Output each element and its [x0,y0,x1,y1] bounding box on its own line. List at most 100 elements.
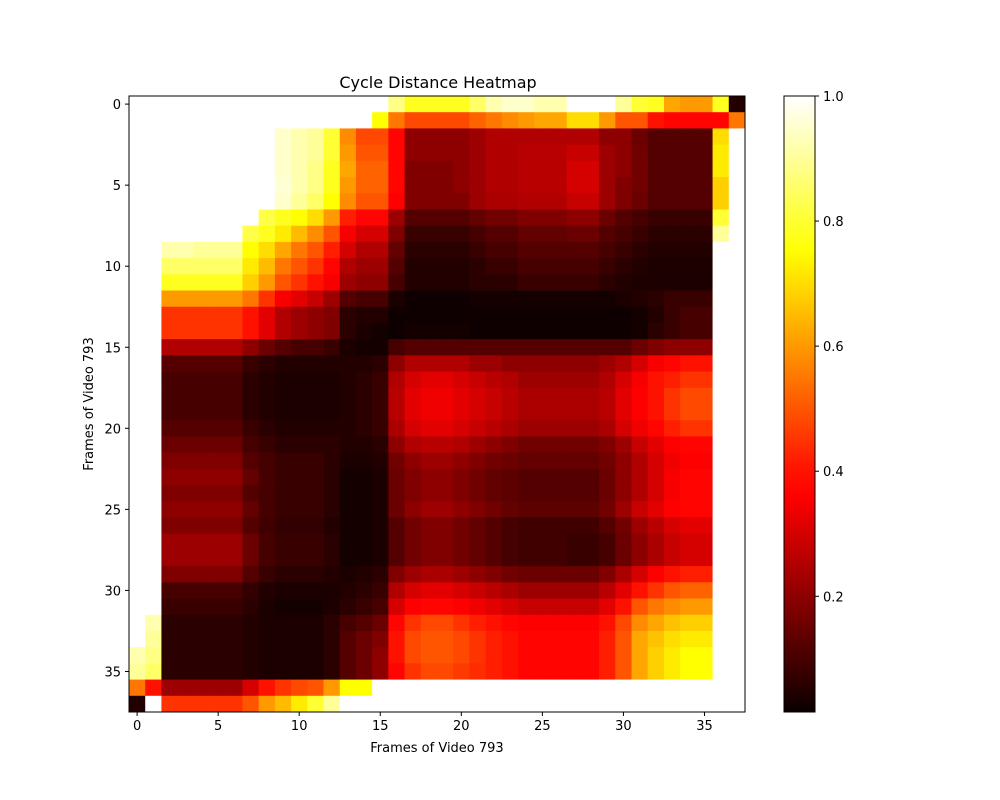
heatmap-cell [372,468,389,486]
heatmap-cell [663,160,681,178]
heatmap-cell [550,436,568,454]
heatmap-cell [177,290,195,308]
heatmap-cell [161,290,179,308]
heatmap-cell [518,436,535,454]
heatmap-cell [388,533,405,551]
heatmap-cell [518,306,535,324]
heatmap-cell [404,485,422,502]
heatmap-cell [177,112,195,129]
heatmap-cell [566,371,584,389]
heatmap-cell [226,533,243,551]
heatmap-cell [566,468,584,486]
heatmap-cell [372,549,389,567]
heatmap-cell [177,533,195,551]
heatmap-cell [566,695,584,713]
heatmap-cell [680,582,697,599]
heatmap-cell [161,566,179,583]
heatmap-cell [582,209,600,227]
heatmap-cell [177,485,195,502]
heatmap-cell [712,452,730,470]
heatmap-cell [485,420,503,437]
heatmap-cell [437,582,454,599]
heatmap-cell [437,322,454,340]
heatmap-cell [355,501,373,518]
heatmap-cell [129,679,146,697]
heatmap-cell [728,193,746,210]
heatmap-cell [501,404,519,421]
heatmap-cell [437,663,454,680]
heatmap-cell [274,339,292,356]
heatmap-cell [615,647,632,664]
heatmap-cell [631,549,649,567]
heatmap-cell [647,339,665,356]
heatmap-cell [501,517,519,535]
heatmap-cell [242,225,260,243]
heatmap-cell [307,241,324,259]
heatmap-cell [372,355,389,372]
heatmap-cell [550,371,568,389]
heatmap-cell [210,663,227,680]
heatmap-cell [680,160,697,178]
heatmap-cell [210,355,227,372]
heatmap-cell [615,306,632,324]
heatmap-cell [372,485,389,502]
heatmap-cell [599,193,616,210]
heatmap-cell [161,630,179,648]
heatmap-cell [534,663,551,680]
heatmap-cell [696,144,713,162]
heatmap-cell [550,614,568,632]
heatmap-cell [339,322,357,340]
heatmap-cell [388,485,405,502]
heatmap-cell [145,614,162,632]
heatmap-cell [712,614,730,632]
heatmap-cell [534,306,551,324]
heatmap-cell [177,501,195,518]
heatmap-cell [453,112,470,129]
heatmap-cell [437,436,454,454]
heatmap-cell [631,452,649,470]
heatmap-cell [129,468,146,486]
heatmap-cell [469,647,487,664]
heatmap-cell [226,598,243,616]
heatmap-cell [177,160,195,178]
heatmap-cell [485,517,503,535]
heatmap-cell [680,290,697,308]
heatmap-cell [404,160,422,178]
heatmap-cell [582,647,600,664]
heatmap-cell [404,566,422,583]
heatmap-cell [339,614,357,632]
heatmap-cell [453,582,470,599]
heatmap-cell [193,614,211,632]
heatmap-cell [615,209,632,227]
heatmap-cell [404,96,422,113]
heatmap-cell [193,339,211,356]
heatmap-cell [404,322,422,340]
heatmap-cell [129,517,146,535]
heatmap-cell [242,96,260,113]
heatmap-cell [145,193,162,210]
heatmap-cell [226,193,243,210]
heatmap-cell [145,144,162,162]
heatmap-cell [355,258,373,275]
heatmap-cell [534,614,551,632]
heatmap-cell [129,112,146,129]
heatmap-cell [728,533,746,551]
heatmap-cell [550,501,568,518]
colorbar-tick-label: 0.4 [823,465,844,480]
heatmap-cell [518,517,535,535]
heatmap-cell [501,533,519,551]
heatmap-cell [145,290,162,308]
heatmap-cell [453,128,470,146]
heatmap-cell [193,566,211,583]
heatmap-cell [372,193,389,210]
heatmap-cell [680,501,697,518]
heatmap-cell [129,404,146,421]
heatmap-cell [210,598,227,616]
heatmap-cell [696,517,713,535]
heatmap-cell [469,387,487,405]
heatmap-cell [291,468,308,486]
heatmap-cell [566,112,584,129]
heatmap-cell [177,679,195,697]
heatmap-cell [193,193,211,210]
heatmap-cell [501,209,519,227]
